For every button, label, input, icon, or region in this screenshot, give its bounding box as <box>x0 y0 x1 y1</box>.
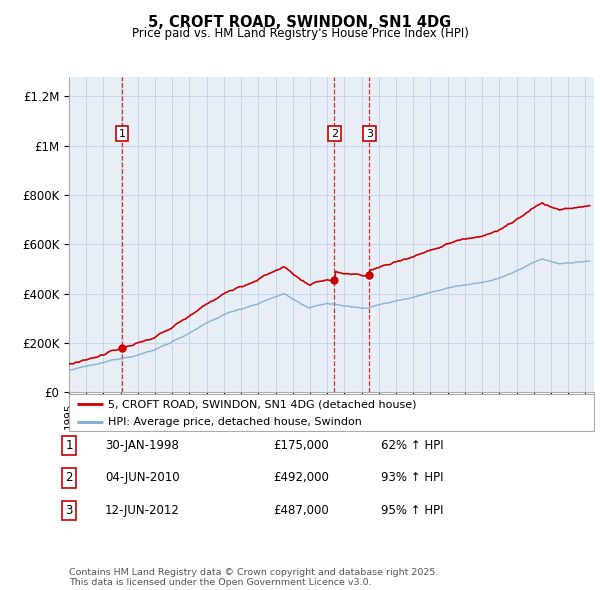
Text: 04-JUN-2010: 04-JUN-2010 <box>105 471 179 484</box>
Text: 5, CROFT ROAD, SWINDON, SN1 4DG (detached house): 5, CROFT ROAD, SWINDON, SN1 4DG (detache… <box>109 399 417 409</box>
Text: 93% ↑ HPI: 93% ↑ HPI <box>381 471 443 484</box>
Text: 1: 1 <box>65 439 73 452</box>
Text: 30-JAN-1998: 30-JAN-1998 <box>105 439 179 452</box>
Text: 2: 2 <box>65 471 73 484</box>
Text: 95% ↑ HPI: 95% ↑ HPI <box>381 504 443 517</box>
Text: £492,000: £492,000 <box>273 471 329 484</box>
Text: Price paid vs. HM Land Registry's House Price Index (HPI): Price paid vs. HM Land Registry's House … <box>131 27 469 40</box>
Text: 1: 1 <box>119 129 125 139</box>
Text: 5, CROFT ROAD, SWINDON, SN1 4DG: 5, CROFT ROAD, SWINDON, SN1 4DG <box>148 15 452 30</box>
Text: 3: 3 <box>65 504 73 517</box>
Text: £487,000: £487,000 <box>273 504 329 517</box>
Text: 62% ↑ HPI: 62% ↑ HPI <box>381 439 443 452</box>
Text: Contains HM Land Registry data © Crown copyright and database right 2025.
This d: Contains HM Land Registry data © Crown c… <box>69 568 439 587</box>
Text: £175,000: £175,000 <box>273 439 329 452</box>
Text: HPI: Average price, detached house, Swindon: HPI: Average price, detached house, Swin… <box>109 417 362 427</box>
Text: 2: 2 <box>331 129 338 139</box>
Text: 12-JUN-2012: 12-JUN-2012 <box>105 504 180 517</box>
Text: 3: 3 <box>366 129 373 139</box>
